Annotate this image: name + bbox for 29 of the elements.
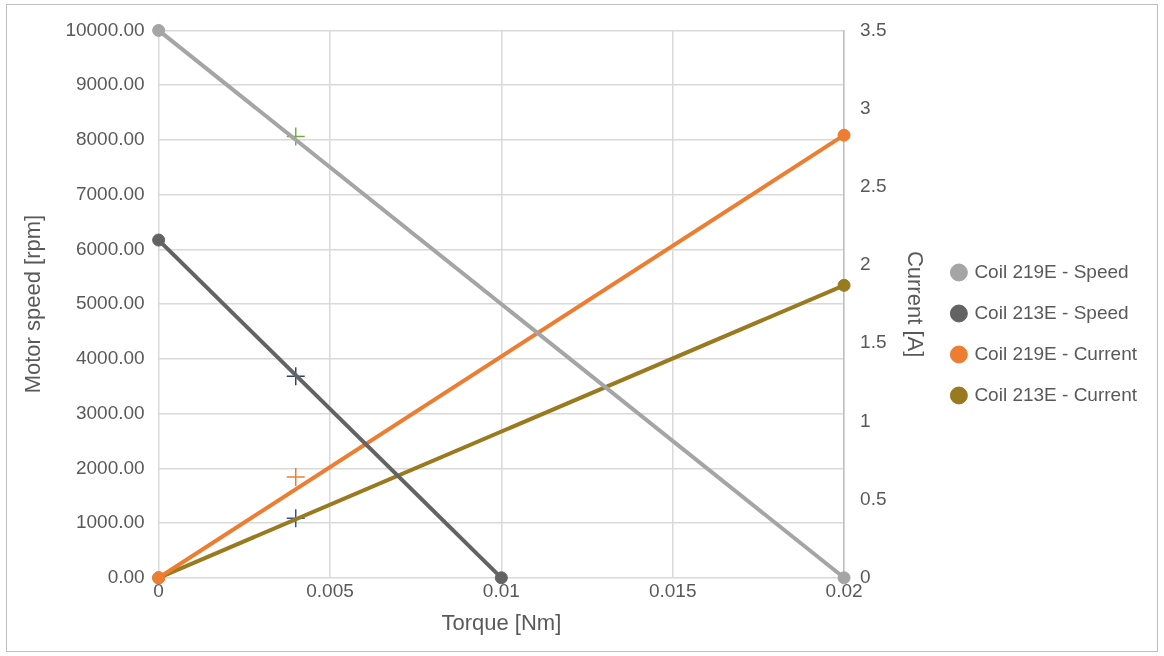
legend-label: Coil 213E - Current (974, 383, 1138, 405)
y-tick-label: 3000.00 (75, 401, 145, 423)
x-axis-title: Torque [Nm] (441, 609, 562, 635)
x-tick-label: 0.01 (482, 580, 520, 602)
y-tick-label: 10000.00 (65, 18, 145, 40)
y2-tick-label: 0.5 (860, 487, 887, 509)
x-tick-label: 0.005 (306, 580, 354, 602)
y-tick-label: 5000.00 (75, 292, 145, 314)
y2-tick-label: 3.5 (860, 18, 887, 40)
y-axis-title: Motor speed [rpm] (20, 214, 46, 394)
y-tick-label: 6000.00 (75, 237, 145, 259)
y2-tick-label: 1.5 (860, 331, 887, 353)
y2-axis-title: Current [A] (902, 250, 928, 358)
y2-tick-label: 2.5 (860, 175, 887, 197)
y-tick-label: 7000.00 (75, 182, 145, 204)
y-tick-label: 9000.00 (75, 73, 145, 95)
y2-tick-label: 1 (860, 409, 871, 431)
y2-tick-label: 3 (860, 96, 871, 118)
x-tick-label: 0.015 (648, 580, 697, 602)
y-tick-label: 4000.00 (75, 347, 145, 369)
y-tick-label: 8000.00 (75, 128, 145, 150)
legend-label: Coil 219E - Speed (974, 260, 1129, 282)
x-tick-label: 0 (153, 580, 164, 602)
legend-label: Coil 213E - Speed (974, 301, 1129, 323)
y-tick-label: 2000.00 (75, 456, 145, 478)
y2-tick-label: 2 (860, 253, 871, 275)
y-tick-label: 1000.00 (75, 511, 145, 533)
legend-label: Coil 219E - Current (974, 342, 1138, 364)
y-tick-label: 0.00 (107, 566, 145, 588)
